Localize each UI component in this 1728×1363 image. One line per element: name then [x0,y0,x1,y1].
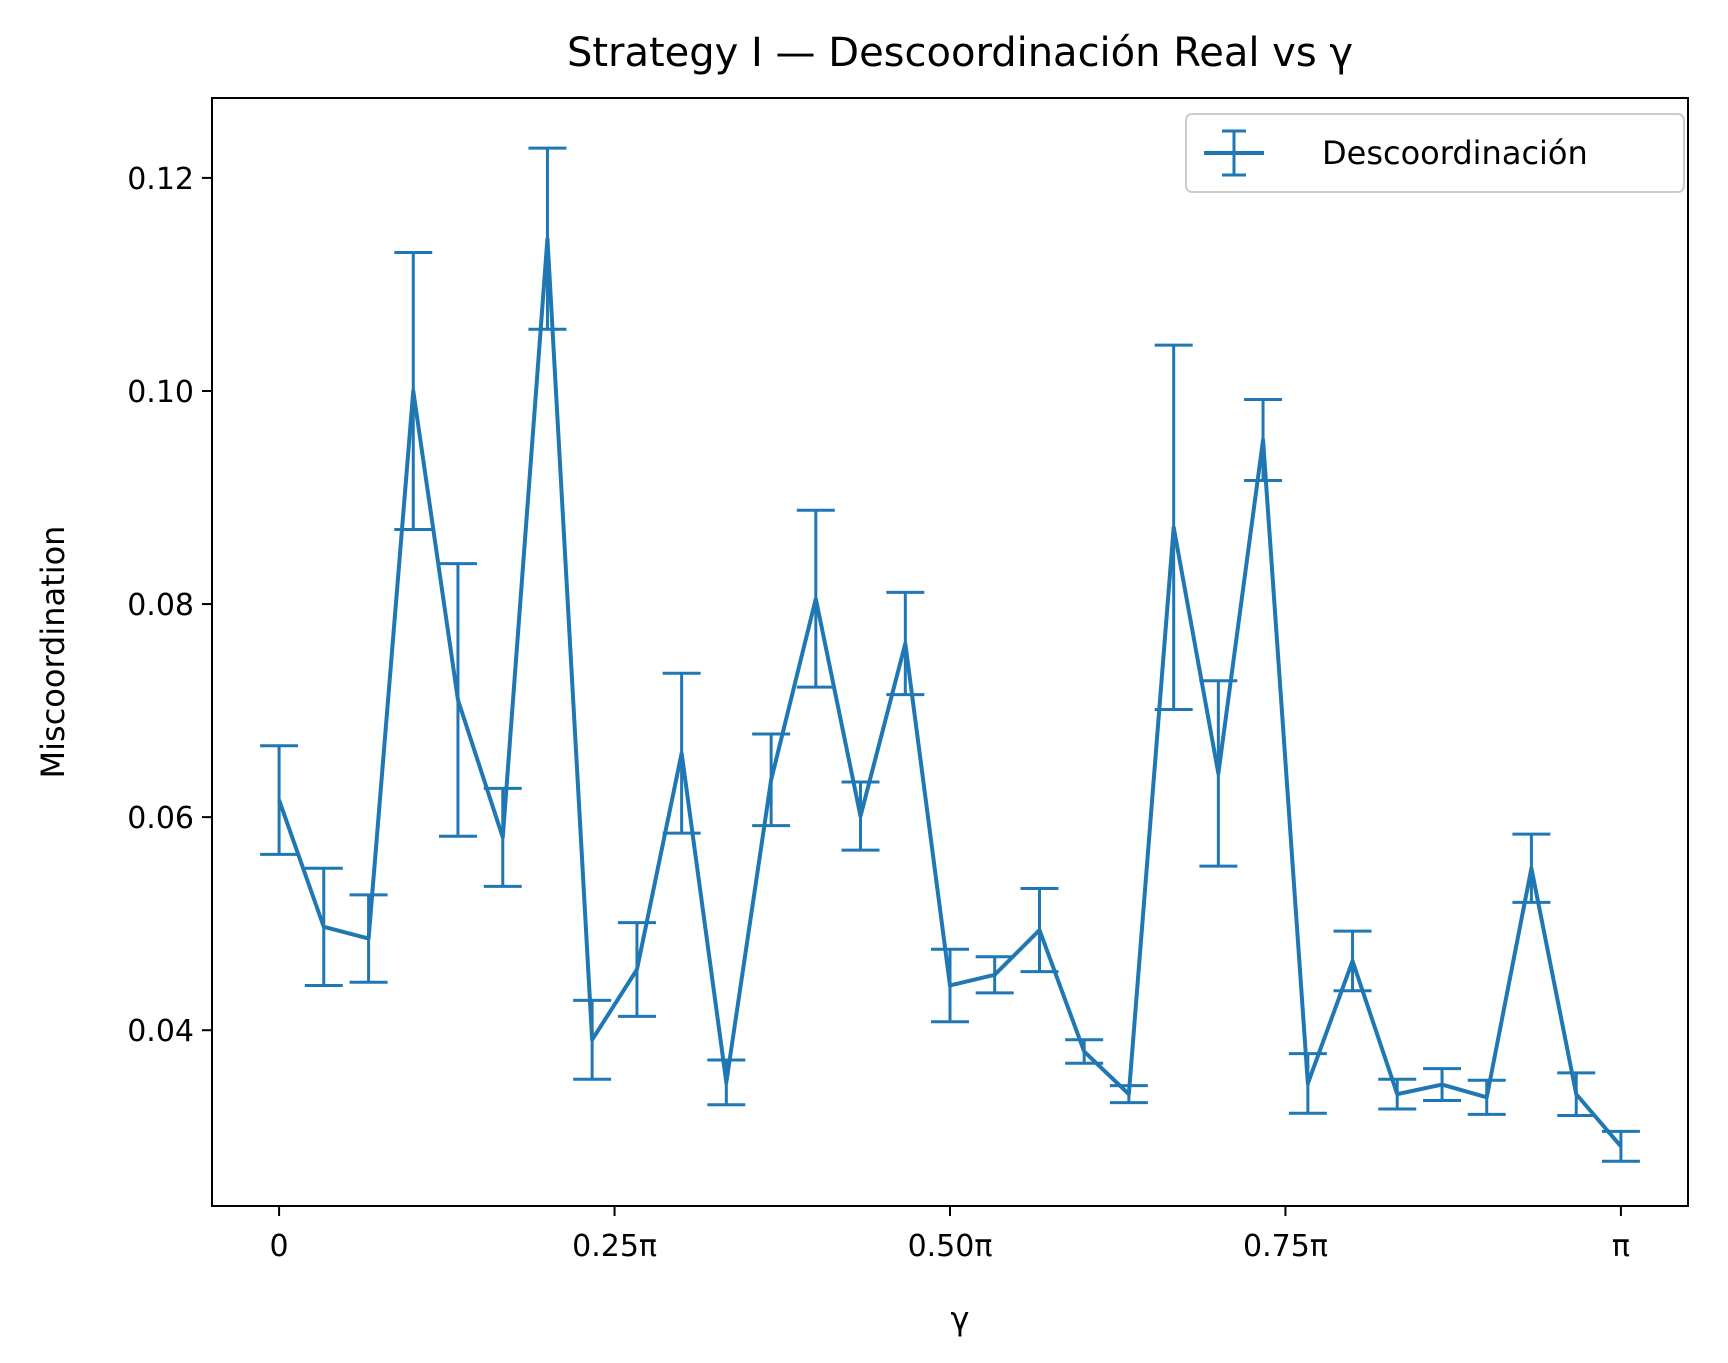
error-bar [1333,929,1372,993]
error-bar [304,866,343,987]
error-bar [662,671,701,835]
error-bar [1288,1052,1327,1115]
x-tick-label: 0.50π [908,1229,993,1264]
y-tick-label: 0.04 [127,1014,194,1049]
error-bar [707,1058,746,1107]
error-bar [349,893,388,984]
error-bar [1423,1067,1462,1103]
plot-area [212,98,1688,1206]
y-tick-label: 0.10 [127,375,194,410]
y-tick-label: 0.08 [127,588,194,623]
error-bar [1020,887,1059,974]
x-tick-label: 0.75π [1243,1229,1328,1264]
error-bar [1199,679,1238,868]
error-bar [1601,1129,1640,1163]
y-axis: 0.04 0.06 0.08 0.10 0.12 [127,162,212,1049]
chart-title: Strategy I — Descoordinación Real vs γ [567,30,1353,76]
error-bar [886,590,925,697]
y-tick-label: 0.06 [127,801,194,836]
x-tick-label: π [1612,1229,1630,1264]
error-bar [1467,1078,1506,1116]
plot-frame [211,97,1689,1207]
legend: Descoordinación [1185,113,1685,193]
error-bar [931,947,969,1024]
error-bar [617,921,656,1018]
error-bar [1512,832,1551,904]
legend-label: Descoordinación [1322,134,1588,172]
error-bar [1378,1077,1417,1111]
y-axis-label: Miscoordination [34,526,72,779]
y-tick-label: 0.12 [127,162,194,197]
error-bar [394,250,433,531]
error-bar [528,146,567,331]
legend-frame [1185,113,1685,193]
error-bar [1109,1084,1148,1105]
error-bar [1065,1038,1104,1065]
error-bar [1244,398,1283,482]
x-axis: 0 0.25π 0.50π 0.75π π [270,1206,1630,1264]
error-bar [573,998,612,1081]
x-tick-label: 0.25π [572,1229,657,1264]
x-axis-label: γ [951,1300,970,1338]
error-bar [438,562,477,838]
error-bar [841,780,880,852]
error-bar [1557,1071,1596,1117]
error-bar [260,744,299,856]
error-bar [1154,343,1193,712]
error-bar [752,732,791,828]
series-layer [260,146,1640,1163]
error-bar [975,955,1014,995]
x-tick-label: 0 [270,1229,289,1264]
error-bar [796,508,835,689]
error-bar [483,786,522,888]
